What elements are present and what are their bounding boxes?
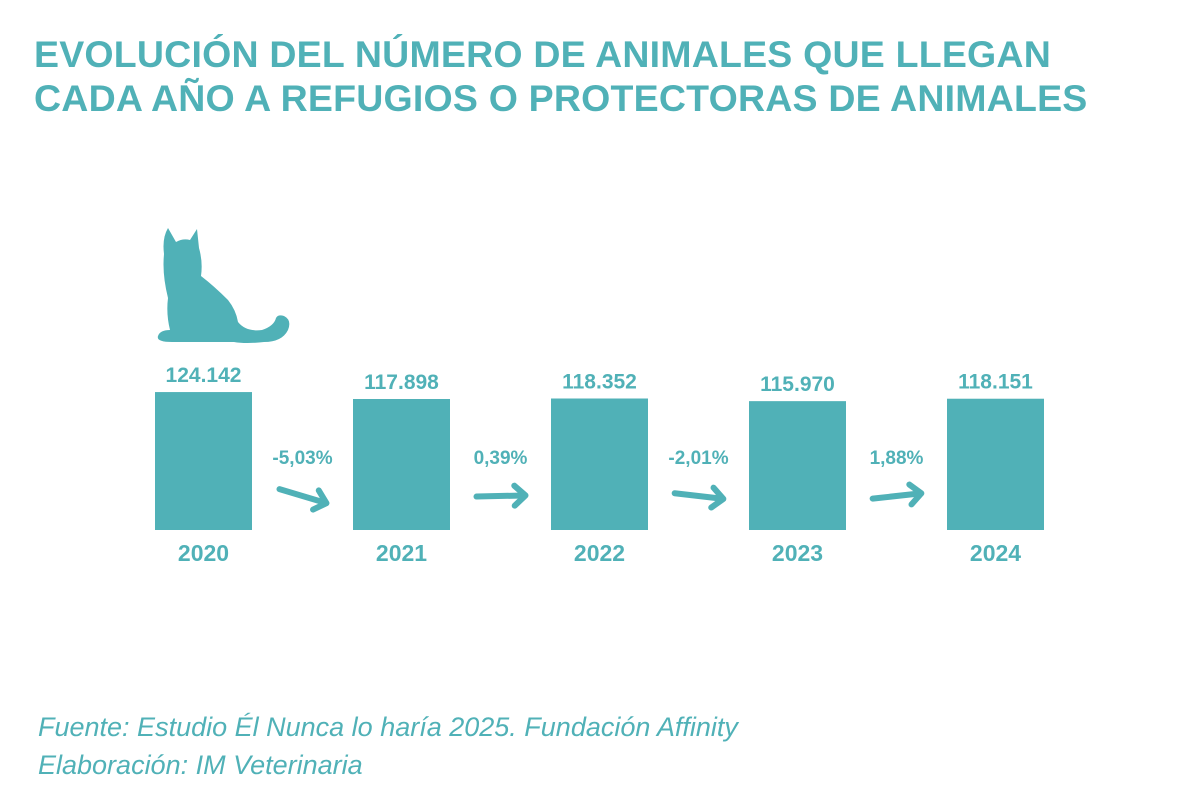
category-label: 2024: [970, 540, 1021, 566]
category-label: 2020: [178, 540, 229, 566]
change-label: 1,88%: [870, 448, 924, 469]
credit-note: Elaboración: IM Veterinaria: [38, 750, 363, 780]
arrow-up-right-icon: [869, 481, 925, 508]
source-note: Fuente: Estudio Él Nunca lo haría 2025. …: [38, 712, 738, 742]
value-label: 117.898: [364, 371, 439, 394]
value-label: 118.352: [562, 370, 637, 393]
chart-title: EVOLUCIÓN DEL NÚMERO DE ANIMALES QUE LLE…: [34, 32, 1174, 120]
arrow-down-right-icon: [671, 484, 727, 511]
value-label: 115.970: [760, 373, 835, 396]
title-line-1: EVOLUCIÓN DEL NÚMERO DE ANIMALES QUE LLE…: [34, 33, 1051, 75]
category-label: 2023: [772, 540, 823, 566]
footer: Fuente: Estudio Él Nunca lo haría 2025. …: [38, 708, 738, 784]
cat-icon: [157, 228, 290, 343]
value-label: 118.151: [958, 371, 1033, 394]
bar-2020: [155, 392, 252, 530]
bar-2022: [551, 398, 648, 530]
change-label: -5,03%: [272, 448, 332, 469]
value-label: 124.142: [166, 364, 242, 387]
change-label: 0,39%: [474, 448, 528, 469]
arrow-up-right-icon: [473, 482, 529, 509]
category-label: 2022: [574, 540, 625, 566]
bar-2023: [749, 401, 846, 530]
bar-2021: [353, 399, 450, 530]
category-label: 2021: [376, 540, 427, 566]
title-line-2: CADA AÑO A REFUGIOS O PROTECTORAS DE ANI…: [34, 77, 1088, 119]
bar-2024: [947, 398, 1044, 530]
arrow-down-right-icon: [276, 486, 330, 513]
change-label: -2,01%: [668, 448, 728, 469]
